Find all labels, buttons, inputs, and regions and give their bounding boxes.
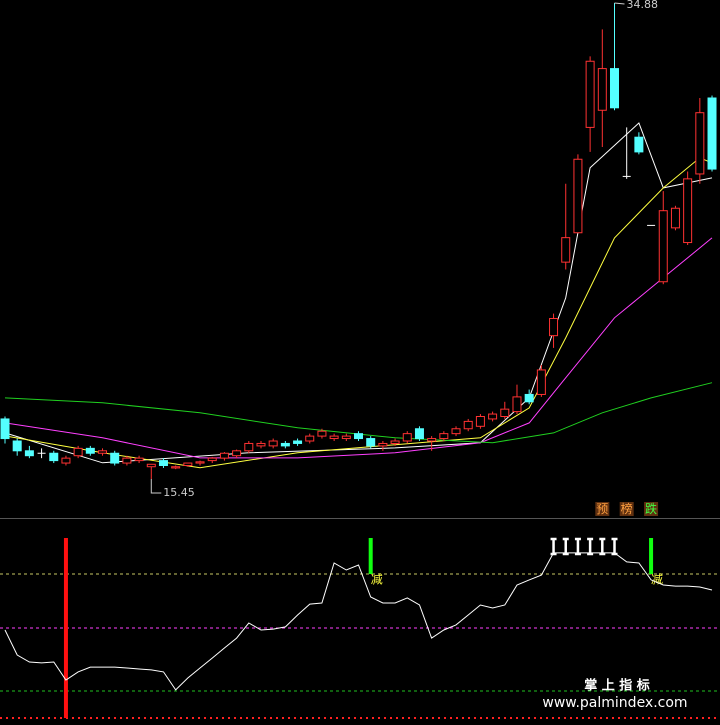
candle-body (463, 420, 473, 430)
candle-body (110, 452, 120, 464)
candle-body (183, 462, 193, 466)
watermark-title: 掌 上 指 标 (584, 678, 650, 694)
signal-tag-box (595, 502, 610, 516)
candle-body (134, 457, 144, 462)
marker (562, 537, 569, 556)
candle-body (61, 457, 71, 464)
candle-body (219, 452, 229, 459)
candle-body (207, 457, 217, 462)
signal-tag: 榜 (621, 501, 633, 516)
candle-body (695, 112, 705, 175)
candle-body (561, 237, 571, 263)
high-leader (614, 2, 625, 5)
candle-body (317, 430, 327, 437)
moving-average-line (4, 237, 713, 459)
candle-body (329, 435, 339, 440)
candle-body (670, 207, 680, 229)
candle-body (439, 433, 449, 440)
candle-body (500, 408, 510, 417)
candle-body (378, 442, 388, 447)
candle-body (280, 442, 290, 447)
candle-body (244, 442, 254, 452)
marker (587, 537, 594, 556)
candle-body (354, 433, 364, 440)
candle-body (585, 60, 595, 128)
low-leader (150, 478, 162, 494)
candle-body (293, 440, 303, 444)
signal-tag: 跌 (645, 501, 657, 516)
indicator-line (4, 552, 713, 691)
candle-body (451, 428, 461, 435)
candle-body (341, 435, 351, 440)
signal-bar (649, 538, 654, 574)
candle-body (475, 416, 485, 427)
candle-body (658, 210, 668, 283)
candle-body (634, 136, 644, 153)
candle-body (122, 457, 132, 464)
candle-body (0, 418, 10, 440)
signal-tag-box (619, 502, 634, 516)
candle-body (536, 369, 546, 395)
candle-body (366, 438, 376, 447)
candle-body (707, 97, 717, 170)
candle-body (256, 442, 266, 447)
candle-body (573, 158, 583, 234)
candle-body (683, 178, 693, 244)
signal-bar (63, 538, 68, 718)
candle-body (549, 318, 559, 337)
candle-body (171, 466, 181, 469)
signal-label: 减 (371, 573, 383, 587)
candle-body (146, 463, 156, 468)
marker (550, 537, 557, 556)
candle-body (268, 440, 278, 447)
marker (599, 537, 606, 556)
candle-body (610, 68, 619, 109)
candle-body (305, 435, 315, 442)
candle-body (24, 450, 34, 457)
candle-body (427, 438, 437, 442)
candle-body (597, 68, 607, 111)
signal-tag-box (644, 502, 659, 516)
candle-body (12, 440, 22, 452)
candle-body (524, 393, 534, 403)
candle-body (512, 396, 522, 413)
candle-body (158, 460, 168, 467)
marker (574, 537, 581, 556)
watermark-url: www.palmindex.com (542, 695, 687, 711)
candle-body (488, 413, 498, 420)
candle-body (85, 447, 95, 454)
candle-body (49, 452, 59, 462)
low-price-label: 15.45 (163, 486, 195, 499)
candle-body (195, 461, 205, 464)
candle-body (414, 428, 424, 440)
high-price-label: 34.88 (627, 0, 659, 11)
candle-body (98, 450, 108, 454)
signal-tag: 预 (596, 502, 608, 516)
candle-body (402, 433, 412, 442)
candle-body (390, 440, 400, 444)
signal-label: 减 (651, 573, 663, 587)
signal-bar (368, 538, 373, 574)
candle-body (232, 450, 242, 457)
candle-body (73, 447, 83, 457)
